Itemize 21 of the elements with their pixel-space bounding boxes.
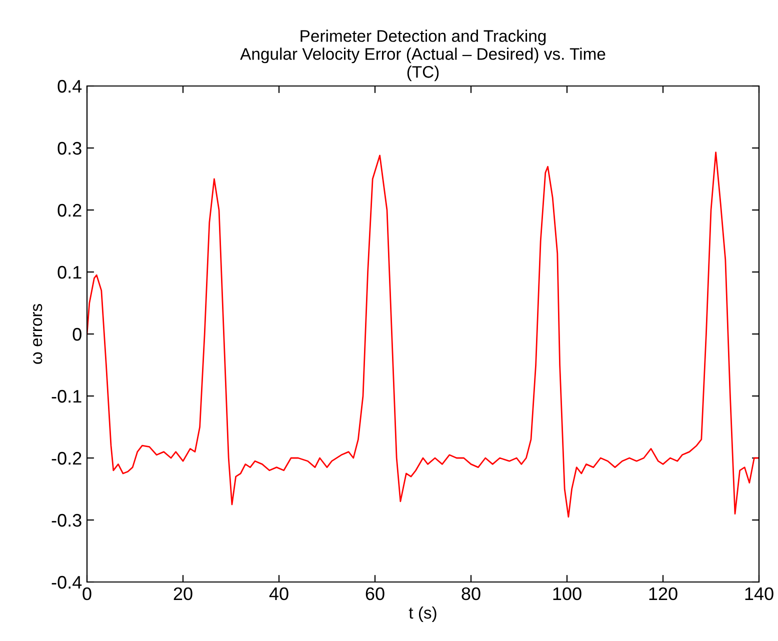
x-tick-label: 100 [553, 587, 582, 600]
x-tick-label: 20 [174, 587, 192, 600]
y-tick-label: 0.2 [58, 204, 82, 217]
chart-title: Perimeter Detection and Tracking Angular Velocity Error (Actual – Desired) vs. Time (TC) [240, 30, 606, 82]
y-tick-label: -0.2 [52, 452, 82, 465]
y-tick-label: -0.4 [52, 576, 82, 589]
x-tick-label: 120 [649, 587, 678, 600]
x-tick-label: 0 [82, 587, 92, 600]
y-tick-label: 0.3 [58, 142, 82, 155]
line-series [87, 152, 759, 518]
x-tick-label: 80 [462, 587, 480, 600]
x-tick-label: 140 [745, 587, 774, 600]
x-axis-title: t (s) [408, 606, 436, 622]
x-tick-label: 60 [366, 587, 384, 600]
y-tick-label: 0 [72, 328, 82, 341]
y-tick-label: 0.4 [58, 80, 82, 93]
y-tick-label: 0.1 [58, 266, 82, 279]
y-axis-title: ω errors [33, 304, 42, 364]
y-tick-label: -0.3 [52, 514, 82, 527]
y-tick-label: -0.1 [52, 390, 82, 403]
x-tick-label: 40 [269, 587, 288, 600]
